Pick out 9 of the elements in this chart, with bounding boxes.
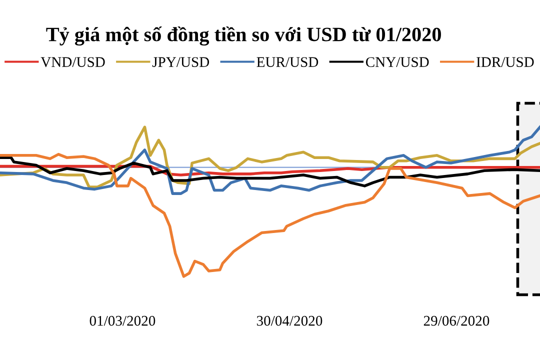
legend-label: IDR/USD [476,57,534,67]
chart-title: Tỷ giá một số đồng tiền so với USD từ 01/2020 [46,26,441,46]
legend-label: CNY/USD [366,57,429,67]
legend-label: VND/USD [40,57,105,68]
x-tick-label: 30/04/2020 [256,316,322,326]
x-tick-label: 29/06/2020 [424,316,490,326]
x-tick-label: 01/03/2020 [90,316,156,326]
legend-label: JPY/USD [152,57,210,67]
legend-label: EUR/USD [256,57,318,67]
